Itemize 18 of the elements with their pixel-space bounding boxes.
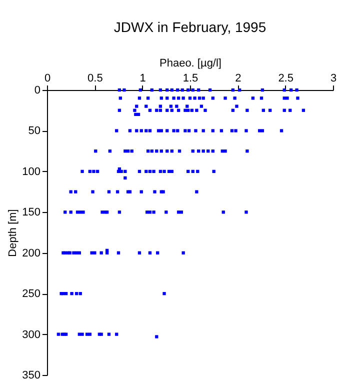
y-axis-title: Depth [m] — [7, 209, 20, 257]
x-tick-label: 1 — [140, 72, 146, 84]
x-tick-label: 0 — [44, 72, 51, 84]
x-axis-title: Phaeo. [µg/l] — [160, 58, 222, 70]
y-tick-label: 0 — [34, 84, 40, 96]
y-tick-label: 300 — [22, 328, 40, 341]
x-tick-label: 2.5 — [278, 72, 294, 84]
chart-title: JDWX in February, 1995 — [114, 19, 266, 35]
y-tick-label: 50 — [28, 125, 40, 138]
x-tick-label: 0.5 — [88, 72, 103, 84]
x-tick-label: 1.5 — [182, 72, 198, 84]
y-tick-label: 350 — [22, 370, 40, 382]
x-tick-label: 2 — [235, 72, 242, 84]
y-tick-label: 250 — [22, 288, 40, 300]
x-tick-label: 3 — [330, 72, 337, 84]
y-tick-label: 150 — [22, 206, 40, 219]
y-tick-label: 200 — [22, 247, 40, 260]
y-tick-label: 100 — [22, 166, 40, 178]
